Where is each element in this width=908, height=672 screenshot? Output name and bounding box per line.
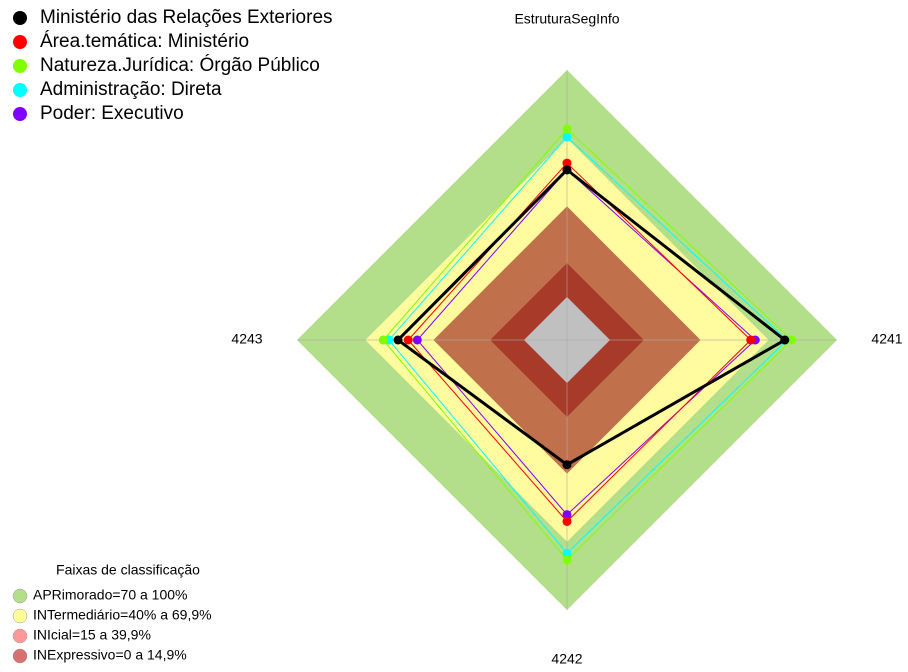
legend-label: INTermediário=40% a 69,9% <box>33 607 212 623</box>
legend-marker <box>13 35 27 49</box>
legend-marker <box>13 83 27 97</box>
data-point <box>562 158 572 168</box>
data-point <box>378 335 388 345</box>
data-point <box>562 132 572 142</box>
data-point <box>746 335 756 345</box>
legend-label: Área.temática: Ministério <box>40 31 249 52</box>
axis-label: 4241 <box>871 331 902 347</box>
data-point <box>562 510 572 520</box>
legend-label: APRimorado=70 a 100% <box>33 587 188 603</box>
legend-title: Faixas de classificação <box>56 562 200 578</box>
data-point <box>412 335 422 345</box>
legend-swatch <box>12 648 28 664</box>
data-point <box>562 165 572 175</box>
axis-label: 4243 <box>231 331 262 347</box>
data-point <box>562 124 572 134</box>
data-point <box>393 335 403 345</box>
legend-label: Natureza.Jurídica: Órgão Público <box>40 54 320 76</box>
legend-label: Poder: Executivo <box>40 103 184 124</box>
legend-marker <box>13 59 27 73</box>
data-point <box>562 460 572 470</box>
axis-label: 4242 <box>551 651 582 667</box>
legend-label: Ministério das Relações Exteriores <box>40 7 333 28</box>
axis-label: EstruturaSegInfo <box>514 11 619 27</box>
legend-marker <box>13 107 27 121</box>
legend-swatch <box>12 628 28 644</box>
legend-swatch <box>12 608 28 624</box>
data-point <box>780 335 790 345</box>
legend-label: INIcial=15 a 39,9% <box>33 627 151 643</box>
data-point <box>787 335 797 345</box>
data-point <box>562 555 572 565</box>
data-point <box>403 335 413 345</box>
legend-marker <box>13 11 27 25</box>
data-point <box>562 548 572 558</box>
legend-label: INExpressivo=0 a 14,9% <box>33 647 187 663</box>
legend-label: Administração: Direta <box>40 79 222 100</box>
legend-swatch <box>12 588 28 604</box>
data-point <box>562 516 572 526</box>
